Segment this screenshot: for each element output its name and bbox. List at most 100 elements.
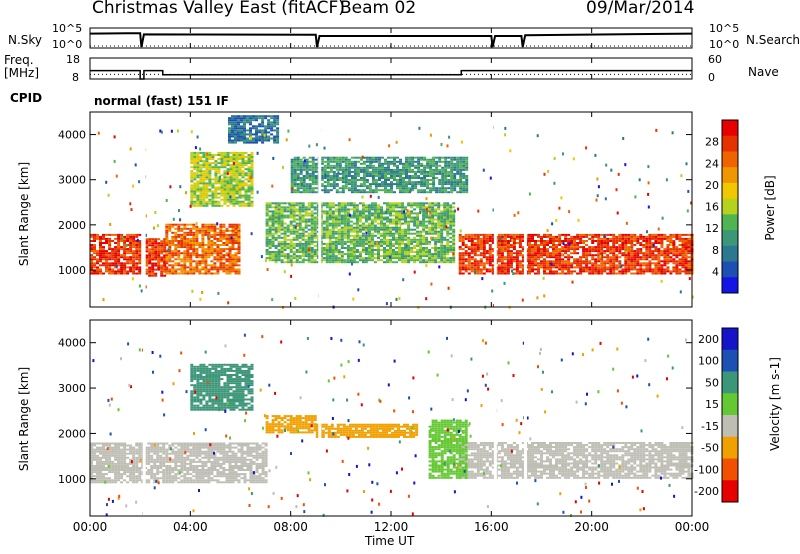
scatter-cell — [322, 234, 326, 237]
scatter-cell — [192, 268, 196, 271]
scatter-cell — [624, 262, 628, 265]
scatter-cell — [371, 168, 375, 171]
scatter-cell — [381, 172, 384, 175]
scatter-cell — [591, 266, 595, 269]
scatter-cell — [307, 218, 311, 221]
scatter-cell — [313, 253, 317, 256]
scatter-cell — [633, 237, 637, 240]
scatter-cell — [138, 258, 142, 261]
scatter-cell — [432, 183, 436, 186]
scatter-cell — [337, 218, 341, 221]
scatter-cell — [534, 254, 537, 257]
scatter-cell — [546, 233, 549, 236]
scatter-cell — [452, 232, 456, 235]
scatter-cell — [398, 240, 401, 243]
scatter-cell — [338, 179, 342, 181]
scatter-cell — [319, 216, 323, 219]
scatter-cell — [362, 172, 366, 175]
scatter-cell — [123, 262, 127, 265]
scatter-cell — [347, 179, 351, 181]
scatter-cell — [386, 255, 389, 258]
scatter-cell — [437, 220, 441, 223]
scatter-cell — [350, 189, 354, 192]
scatter-cell — [192, 260, 196, 263]
scatter-cell — [521, 235, 525, 238]
scatter-cell — [90, 258, 93, 261]
scatter-cell — [283, 206, 287, 209]
scatter-cell — [313, 234, 317, 237]
scatter-cell — [205, 174, 209, 177]
scatter-cell — [447, 162, 451, 165]
scatter-cell — [669, 235, 673, 238]
scatter-cell — [286, 242, 290, 245]
scatter-cell — [355, 218, 359, 221]
scatter-cell — [226, 200, 230, 203]
scatter-cell — [301, 228, 305, 231]
scatter-cell — [356, 160, 360, 163]
scatter-cell — [609, 272, 613, 275]
scatter-cell — [196, 166, 200, 169]
scatter-cell — [96, 260, 99, 263]
scatter-cell — [446, 259, 450, 262]
scatter-cell — [378, 164, 381, 167]
scatter-cell — [503, 270, 507, 273]
scatter-cell — [405, 160, 408, 163]
scatter-cell — [193, 156, 197, 158]
scatter-cell — [485, 252, 489, 255]
scatter-cell — [205, 188, 209, 191]
scatter-cell — [488, 248, 492, 251]
scatter-cell — [347, 166, 351, 169]
scatter-cell — [325, 232, 329, 235]
scatter-cell — [222, 264, 226, 267]
scatter-cell — [207, 240, 211, 242]
scatter-cell — [377, 226, 380, 229]
scatter-cell — [93, 256, 96, 259]
scatter-cell — [675, 272, 679, 275]
scatter-cell — [395, 218, 398, 221]
scatter-cell — [405, 191, 408, 194]
scatter-cell — [322, 228, 326, 231]
scatter-cell — [340, 247, 344, 249]
scatter-cell — [398, 230, 401, 233]
scatter-cell — [356, 168, 360, 171]
scatter-cell — [328, 240, 332, 243]
scatter-cell — [295, 251, 299, 253]
scatter-cell — [193, 186, 197, 189]
scatter-cell — [207, 264, 211, 267]
scatter-cell — [216, 231, 220, 234]
scatter-cell — [205, 200, 209, 203]
scatter-cell — [296, 187, 300, 190]
scatter-cell — [546, 242, 549, 244]
scatter-cell — [293, 185, 297, 188]
scatter-cell — [364, 206, 368, 209]
scatter-cell — [225, 233, 229, 236]
scatter-cell — [237, 244, 241, 246]
scatter-cell — [443, 236, 447, 239]
scatter-cell — [99, 260, 102, 263]
scatter-cell — [395, 202, 398, 205]
scatter-cell — [340, 257, 344, 260]
scatter-cell — [476, 262, 480, 265]
scatter-cell — [452, 257, 456, 260]
scatter-cell — [402, 162, 405, 165]
scatter-cell — [326, 185, 330, 188]
scatter-cell — [434, 202, 438, 205]
scatter-cell — [271, 202, 275, 205]
scatter-cell — [145, 254, 149, 257]
scatter-cell — [337, 202, 341, 205]
scatter-cell — [407, 230, 411, 233]
scatter-cell — [204, 244, 208, 246]
scatter-cell — [419, 236, 423, 239]
scatter-cell — [500, 250, 504, 253]
scatter-cell — [340, 242, 344, 245]
scatter-cell — [335, 162, 339, 165]
scatter-cell — [234, 227, 238, 230]
scatter-cell — [417, 181, 421, 184]
scatter-cell — [319, 208, 323, 211]
scatter-cell — [338, 177, 342, 179]
scatter-cell — [217, 170, 221, 173]
scatter-cell — [537, 258, 540, 261]
scatter-cell — [195, 237, 199, 240]
scatter-cell — [423, 164, 427, 167]
scatter-cell — [600, 266, 604, 269]
